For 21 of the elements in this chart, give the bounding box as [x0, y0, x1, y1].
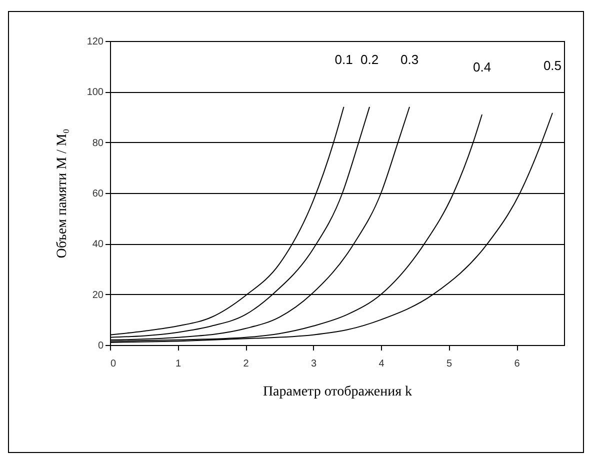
text: 0.5 [543, 58, 562, 73]
text: 0.4 [472, 59, 492, 74]
text: 0.3 [400, 52, 419, 67]
text: 0.1 [334, 52, 353, 67]
x-tick-label: 6 [514, 358, 520, 370]
y-tick-label: 40 [92, 239, 104, 250]
y-tick-label: 20 [92, 290, 104, 301]
x-tick-label: 2 [243, 358, 250, 370]
y-tick-label: 120 [86, 36, 104, 48]
y-tick-label: 80 [92, 138, 104, 149]
y-axis-title: Объем памяти M / M₀ [54, 128, 70, 258]
x-tick-label: 1 [175, 358, 182, 370]
text: 0.2 [360, 52, 379, 67]
x-axis-title: Параметр отображения k [262, 384, 412, 400]
x-tick-label: 3 [311, 358, 317, 370]
x-tick-label: 5 [446, 358, 453, 370]
y-tick-label: 0 [98, 340, 104, 352]
x-tick-label: 0 [110, 358, 116, 370]
x-tick-label: 4 [378, 358, 385, 370]
y-tick-label: 100 [86, 87, 104, 98]
y-tick-label: 60 [92, 188, 104, 200]
